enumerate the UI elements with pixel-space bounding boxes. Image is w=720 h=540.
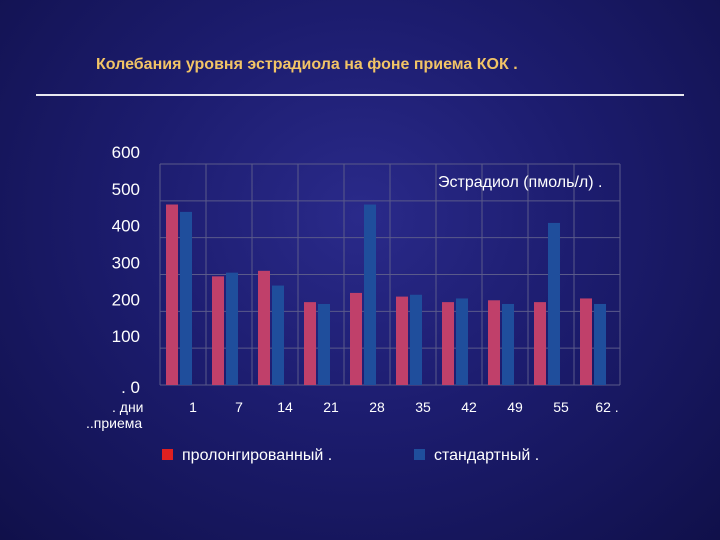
y-axis-ticks: 600 500 400 300 200 100 . 0 xyxy=(112,143,140,397)
bar-prolonged xyxy=(212,276,224,385)
title-divider xyxy=(36,94,684,96)
x-tick-label: 7 xyxy=(235,399,243,415)
bar-prolonged xyxy=(258,270,270,385)
bar-prolonged xyxy=(350,292,362,385)
x-tick-label: 21 xyxy=(323,399,339,415)
bar-standard xyxy=(226,272,238,385)
y-tick-label: . 0 xyxy=(121,378,140,397)
bar-prolonged xyxy=(534,302,546,385)
x-axis-label-line2: ..приема xyxy=(86,415,142,431)
bar-standard xyxy=(502,303,514,385)
y-tick-label: 500 xyxy=(112,180,140,199)
y-tick-label: 300 xyxy=(112,254,140,273)
bar-standard xyxy=(410,294,422,385)
bar-standard xyxy=(272,285,284,385)
bar-prolonged xyxy=(304,302,316,385)
bar-standard xyxy=(548,222,560,385)
x-tick-label: 1 xyxy=(189,399,197,415)
x-tick-label: 28 xyxy=(369,399,385,415)
legend-swatch-prolonged xyxy=(162,449,173,460)
x-axis-label-line1: . дни xyxy=(112,399,144,415)
legend: пролонгированный . стандартный . xyxy=(162,447,539,464)
bar-prolonged xyxy=(442,302,454,385)
bar-standard xyxy=(180,211,192,385)
y-tick-label: 400 xyxy=(112,217,140,236)
x-tick-label: 55 xyxy=(553,399,569,415)
bar-prolonged xyxy=(488,300,500,385)
bar-standard xyxy=(594,303,606,385)
bar-prolonged xyxy=(396,296,408,385)
bar-standard xyxy=(456,298,468,385)
x-tick-label: 49 xyxy=(507,399,523,415)
bar-prolonged xyxy=(166,204,178,385)
chart-annotation: Эстрадиол (пмоль/л) . xyxy=(438,174,602,191)
chart-title: Колебания уровня эстрадиола на фоне прие… xyxy=(96,56,518,73)
x-tick-label: 42 xyxy=(461,399,477,415)
legend-label-prolonged: пролонгированный . xyxy=(182,447,332,464)
x-tick-label: 62 . xyxy=(595,399,618,415)
x-axis-ticks: 1 7 14 21 28 35 42 49 55 62 . xyxy=(189,399,619,415)
y-tick-label: 200 xyxy=(112,290,140,309)
x-tick-label: 14 xyxy=(277,399,293,415)
bar-standard xyxy=(364,204,376,385)
y-tick-label: 100 xyxy=(112,327,140,346)
legend-label-standard: стандартный . xyxy=(434,447,539,464)
bar-standard xyxy=(318,303,330,385)
bars xyxy=(166,204,606,385)
legend-swatch-standard xyxy=(414,449,425,460)
bar-prolonged xyxy=(580,298,592,385)
x-tick-label: 35 xyxy=(415,399,431,415)
y-tick-label: 600 xyxy=(112,143,140,162)
